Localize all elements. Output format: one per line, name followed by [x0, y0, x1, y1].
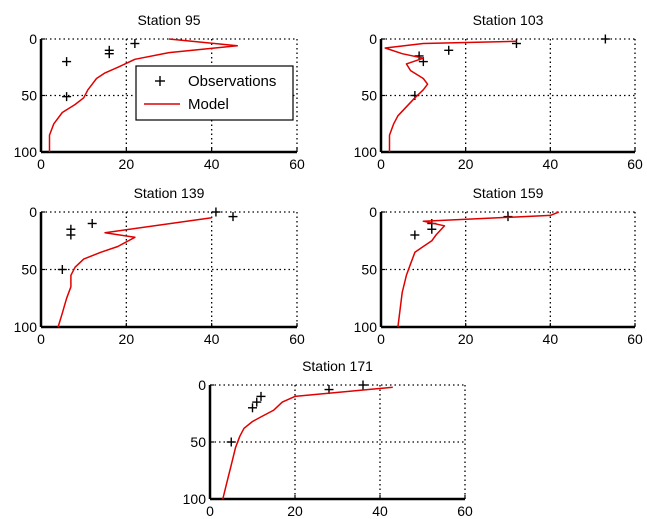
- x-tick-label: 0: [377, 331, 385, 347]
- x-tick-label: 40: [204, 331, 220, 347]
- chart-panel: 0 20 40 60 0 50 100 Station 103: [354, 12, 643, 172]
- y-tick-label: 50: [21, 88, 37, 104]
- model-series-line: [57, 217, 212, 328]
- observation-point: [256, 391, 266, 401]
- y-tick-label: 50: [190, 434, 206, 450]
- chart-panel: 0 20 40 60 0 50 100 Station 171: [183, 358, 473, 519]
- y-tick-label: 100: [354, 144, 378, 160]
- x-tick-label: 60: [627, 331, 643, 347]
- model-series-line: [384, 40, 517, 152]
- y-tick-label: 0: [369, 204, 377, 220]
- legend: Observations Model: [135, 65, 294, 121]
- x-tick-label: 60: [627, 156, 643, 172]
- model-series-line: [48, 38, 239, 152]
- x-tick-label: 20: [458, 331, 474, 347]
- y-tick-label: 100: [183, 491, 207, 507]
- x-tick-label: 0: [377, 156, 385, 172]
- chart-title: Station 103: [473, 12, 544, 28]
- x-tick-label: 0: [37, 331, 45, 347]
- y-tick-label: 50: [361, 262, 377, 278]
- chart-title: Station 95: [137, 12, 200, 28]
- x-tick-label: 60: [289, 156, 305, 172]
- legend-model-label: Model: [188, 96, 229, 113]
- y-tick-label: 0: [29, 31, 37, 47]
- y-tick-label: 0: [198, 377, 206, 393]
- y-tick-label: 100: [14, 144, 38, 160]
- y-tick-label: 50: [361, 88, 377, 104]
- legend-box: [135, 65, 294, 121]
- x-tick-label: 20: [119, 156, 135, 172]
- observation-point: [57, 265, 67, 274]
- observation-point: [66, 230, 76, 240]
- y-tick-label: 100: [354, 319, 378, 335]
- x-tick-label: 60: [289, 331, 305, 347]
- observation-point: [228, 212, 238, 222]
- observation-point: [130, 39, 140, 49]
- observation-point: [104, 49, 114, 59]
- x-tick-label: 40: [372, 503, 388, 519]
- observation-point: [226, 437, 236, 447]
- chart-title: Station 139: [134, 185, 205, 201]
- legend-observations-label: Observations: [188, 73, 276, 90]
- chart-panel: 0 20 40 60 0 50 100 Station 95 Observations Model: [14, 12, 305, 172]
- observation-point: [358, 380, 368, 390]
- y-tick-label: 0: [369, 31, 377, 47]
- y-tick-label: 50: [21, 262, 37, 278]
- observation-point: [252, 397, 262, 407]
- chart-title: Station 171: [302, 358, 373, 374]
- x-tick-label: 40: [543, 331, 559, 347]
- model-series-line: [397, 211, 560, 328]
- y-tick-label: 0: [29, 204, 37, 220]
- observation-point: [444, 45, 454, 55]
- x-tick-label: 40: [543, 156, 559, 172]
- x-tick-label: 60: [457, 503, 473, 519]
- observation-point: [427, 224, 437, 234]
- observation-point: [62, 92, 72, 102]
- observation-point: [600, 34, 610, 44]
- y-tick-label: 100: [14, 319, 38, 335]
- x-tick-label: 20: [287, 503, 303, 519]
- chart-title: Station 159: [473, 185, 544, 201]
- observation-point: [211, 207, 221, 217]
- observation-point: [87, 219, 97, 228]
- x-tick-label: 40: [204, 156, 220, 172]
- observation-point: [62, 57, 72, 67]
- observation-point: [511, 39, 521, 49]
- chart-panel: 0 20 40 60 0 50 100 Station 159: [354, 185, 643, 347]
- x-tick-label: 20: [119, 331, 135, 347]
- chart-panel: 0 20 40 60 0 50 100 Station 139: [14, 185, 305, 347]
- model-series-line: [222, 386, 393, 500]
- observation-point: [410, 230, 420, 240]
- observation-point: [248, 403, 257, 413]
- x-tick-label: 0: [37, 156, 45, 172]
- x-tick-label: 20: [458, 156, 474, 172]
- x-tick-label: 0: [206, 503, 214, 519]
